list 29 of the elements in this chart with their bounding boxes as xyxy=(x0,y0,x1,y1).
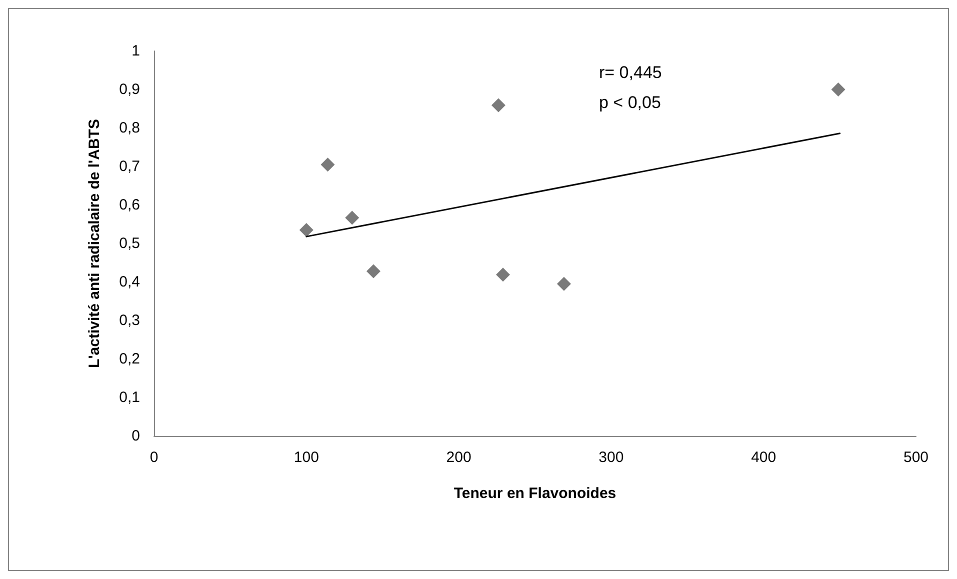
y-tick-label: 0,1 xyxy=(119,389,140,406)
x-tick-label: 500 xyxy=(903,449,929,466)
y-tick-label: 0,2 xyxy=(119,350,140,368)
point xyxy=(366,264,380,278)
y-axis-title: L'activité anti radicalaire de l'ABTS xyxy=(86,119,103,368)
y-tick-label: 0,6 xyxy=(119,196,140,214)
point xyxy=(491,98,506,112)
y-tick-label: 0 xyxy=(132,428,140,444)
point xyxy=(345,210,360,225)
x-tick-label: 0 xyxy=(150,449,158,466)
annotation: r= 0,445 xyxy=(599,63,662,82)
point xyxy=(556,276,571,291)
x-tick-label: 400 xyxy=(751,449,776,466)
point xyxy=(299,223,314,238)
x-tick-label: 100 xyxy=(294,449,319,466)
y-tick-label: 0,4 xyxy=(119,274,140,290)
y-tick-label: 0,7 xyxy=(119,158,140,175)
x-tick-label: 200 xyxy=(446,449,472,466)
y-tick-label: 0,9 xyxy=(119,81,140,98)
y-tick-label: 1 xyxy=(132,42,140,60)
point xyxy=(831,82,846,96)
y-tick-label: 0,8 xyxy=(119,120,140,136)
x-tick-label: 300 xyxy=(598,449,624,466)
annotation: p < 0,05 xyxy=(599,93,661,112)
x-axis-title: Teneur en Flavonoides xyxy=(454,485,616,502)
point xyxy=(496,268,510,282)
y-tick-label: 0,3 xyxy=(119,312,140,329)
y-tick-label: 0,5 xyxy=(119,235,140,252)
point xyxy=(320,158,335,172)
